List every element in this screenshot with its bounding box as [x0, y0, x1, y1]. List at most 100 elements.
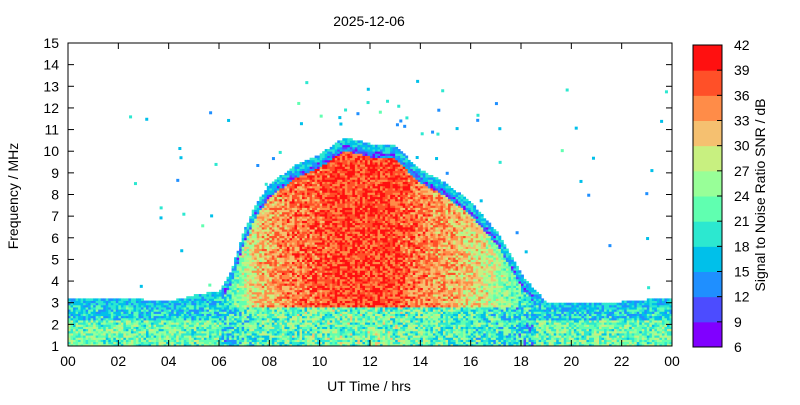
- heatmap-cell: [108, 326, 112, 330]
- heatmap-cell: [125, 317, 129, 321]
- heatmap-cell: [249, 276, 253, 280]
- heatmap-cell: [173, 309, 177, 312]
- heatmap-cell: [196, 333, 200, 336]
- heatmap-cell: [269, 252, 273, 256]
- heatmap-cell: [254, 268, 258, 271]
- heatmap-cell: [259, 220, 263, 224]
- heatmap-cell: [148, 328, 152, 332]
- heatmap-cell: [269, 330, 273, 334]
- heatmap-cell: [239, 298, 243, 301]
- heatmap-cell: [201, 320, 205, 323]
- heatmap-cell: [254, 324, 258, 327]
- heatmap-cell: [181, 317, 185, 321]
- heatmap-cell: [156, 300, 159, 304]
- heatmap-cell: [224, 281, 227, 284]
- heatmap-cell: [208, 302, 212, 306]
- heatmap-cell: [249, 317, 253, 321]
- heatmap-cell: [110, 313, 114, 317]
- heatmap-cell: [241, 261, 245, 265]
- heatmap-cell: [266, 287, 270, 291]
- heatmap-cell: [226, 283, 230, 286]
- heatmap-cell: [70, 317, 74, 321]
- heatmap-cell: [176, 343, 180, 347]
- heatmap-cell: [138, 335, 142, 338]
- heatmap-cell: [244, 246, 248, 249]
- heatmap-cell: [70, 300, 74, 304]
- heatmap-cell: [105, 337, 109, 340]
- heatmap-cell: [198, 317, 202, 321]
- heatmap-cell: [264, 250, 268, 254]
- heatmap-cell: [256, 335, 260, 338]
- heatmap-cell: [251, 263, 255, 267]
- heatmap-cell: [115, 322, 119, 325]
- heatmap-cell: [256, 222, 260, 226]
- heatmap-cell: [108, 298, 112, 301]
- heatmap-cell: [133, 335, 137, 338]
- heatmap-cell: [125, 324, 129, 327]
- heatmap-cell: [203, 298, 207, 301]
- heatmap-cell: [68, 304, 71, 308]
- heatmap-cell: [80, 302, 84, 306]
- heatmap-cell: [135, 335, 139, 338]
- heatmap-cell: [261, 194, 265, 198]
- heatmap-cell: [73, 304, 76, 308]
- heatmap-cell: [191, 328, 195, 332]
- heatmap-cell: [181, 313, 185, 317]
- heatmap-cell: [95, 328, 99, 332]
- heatmap-cell: [110, 339, 114, 343]
- heatmap-cell: [269, 268, 273, 271]
- heatmap-cell: [259, 328, 263, 332]
- heatmap-cell: [151, 304, 154, 308]
- heatmap-cell: [203, 330, 207, 334]
- heatmap-cell: [236, 337, 240, 340]
- heatmap-cell: [234, 298, 238, 301]
- heatmap-cells: [68, 79, 673, 347]
- heatmap-cell: [186, 333, 190, 336]
- heatmap-cell: [241, 320, 245, 323]
- heatmap-cell: [83, 341, 87, 345]
- heatmap-cell: [246, 244, 250, 247]
- heatmap-cell: [85, 337, 89, 340]
- heatmap-cell: [130, 317, 134, 321]
- heatmap-cell: [178, 311, 182, 314]
- heatmap-cell: [128, 302, 132, 306]
- heatmap-cell: [259, 281, 263, 284]
- heatmap-cell: [229, 276, 232, 280]
- heatmap-cell: [176, 324, 180, 327]
- heatmap-cell: [339, 140, 343, 143]
- heatmap-cell: [78, 313, 81, 317]
- heatmap-cell: [173, 300, 177, 304]
- heatmap-cell: [90, 320, 94, 323]
- heatmap-cell: [113, 304, 117, 308]
- heatmap-cell: [161, 309, 165, 312]
- heatmap-cell: [251, 229, 255, 232]
- heatmap-cell: [196, 307, 200, 310]
- heatmap-cell: [231, 265, 235, 269]
- heatmap-cell: [203, 328, 207, 332]
- heatmap-cell: [123, 298, 127, 301]
- heatmap-cell: [73, 343, 76, 347]
- heatmap-cell: [246, 326, 250, 330]
- heatmap-cell: [266, 237, 270, 241]
- heatmap-cell: [90, 328, 94, 332]
- heatmap-cell: [259, 315, 263, 319]
- heatmap-cell: [78, 320, 81, 323]
- heatmap-cell: [234, 272, 238, 275]
- heatmap-cell: [234, 304, 238, 308]
- heatmap-cell: [254, 209, 258, 213]
- heatmap-cell: [254, 281, 258, 284]
- heatmap-cell: [178, 322, 182, 325]
- heatmap-cell: [264, 270, 268, 273]
- heatmap-cell: [161, 302, 165, 306]
- heatmap-cell: [140, 326, 144, 330]
- heatmap-cell: [231, 313, 235, 317]
- heatmap-cell: [211, 322, 215, 325]
- heatmap-cell: [203, 341, 207, 345]
- heatmap-cell: [173, 330, 177, 334]
- heatmap-cell: [128, 322, 132, 325]
- heatmap-cell: [146, 304, 149, 308]
- heatmap-cell: [148, 300, 152, 304]
- heatmap-cell: [203, 309, 207, 312]
- heatmap-cell: [211, 326, 215, 330]
- heatmap-cell: [264, 333, 268, 336]
